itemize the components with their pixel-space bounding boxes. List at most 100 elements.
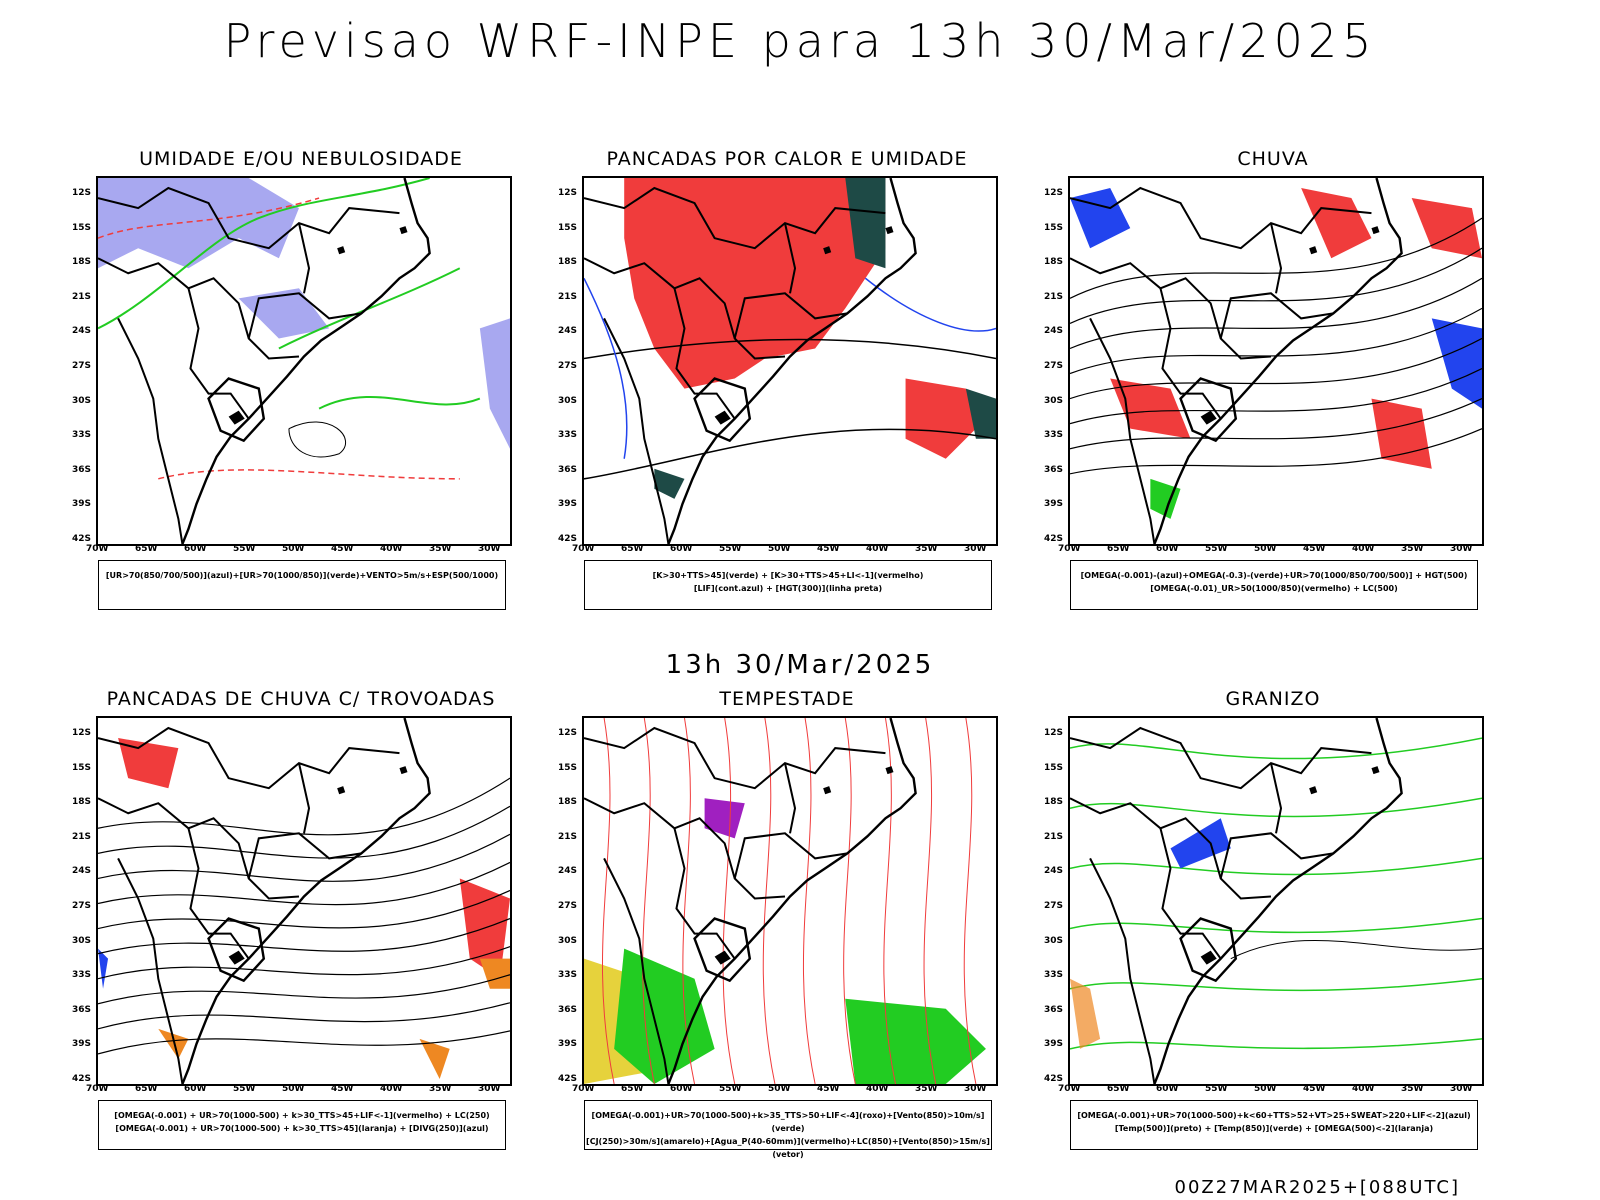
longitude-label: 45W bbox=[1303, 1084, 1326, 1094]
latitude-label: 36S bbox=[72, 1004, 92, 1015]
latitude-label: 27S bbox=[1044, 361, 1064, 371]
legend-line: [K>30+TTS>45](verde) + [K>30+TTS>45+LI<-… bbox=[652, 571, 924, 580]
latitude-label: 12S bbox=[558, 188, 578, 198]
latitude-label: 24S bbox=[558, 866, 578, 877]
longitude-label: 45W bbox=[817, 1084, 840, 1094]
latitude-label: 18S bbox=[1044, 257, 1064, 268]
longitude-label: 50W bbox=[282, 1084, 305, 1094]
latitude-label: 24S bbox=[72, 866, 92, 877]
latitude-label: 21S bbox=[1044, 291, 1064, 302]
latitude-label: 15S bbox=[72, 222, 92, 233]
legend-line: [UR>70(850/700/500)](azul)+[UR>70(1000/8… bbox=[105, 571, 499, 580]
longitude-label: 35W bbox=[1401, 544, 1424, 554]
latitude-label: 15S bbox=[1044, 762, 1064, 773]
panel-legend: [OMEGA(-0.001)+UR>70(1000-500)+k<60+TTS>… bbox=[1070, 1100, 1478, 1150]
panel-title: GRANIZO bbox=[1225, 688, 1321, 710]
latitude-label: 27S bbox=[558, 361, 578, 371]
longitude-label: 45W bbox=[1303, 544, 1326, 554]
panel-legend: [OMEGA(-0.001)+UR>70(1000-500)+k>35_TTS>… bbox=[584, 1100, 992, 1159]
map-canvas bbox=[1070, 178, 1482, 544]
latitude-label: 33S bbox=[558, 970, 578, 981]
latitude-label: 39S bbox=[1044, 499, 1064, 510]
longitude-label: 30W bbox=[1450, 1084, 1473, 1094]
latitude-label: 36S bbox=[72, 464, 92, 475]
map-frame bbox=[1068, 716, 1484, 1086]
longitude-label: 70W bbox=[572, 544, 595, 554]
map-frame bbox=[1068, 176, 1484, 546]
latitude-label: 36S bbox=[1044, 1004, 1064, 1015]
latitude-label: 24S bbox=[558, 326, 578, 337]
longitude-label: 50W bbox=[1254, 1084, 1277, 1094]
longitude-label: 70W bbox=[1058, 544, 1081, 554]
latitude-label: 33S bbox=[72, 970, 92, 981]
latitude-label: 39S bbox=[558, 499, 578, 510]
latitude-label: 39S bbox=[72, 1039, 92, 1050]
longitude-label: 70W bbox=[86, 1084, 109, 1094]
latitude-label: 18S bbox=[72, 257, 92, 268]
latitude-label: 21S bbox=[1044, 831, 1064, 842]
longitude-label: 40W bbox=[1352, 1084, 1375, 1094]
longitude-label: 70W bbox=[572, 1084, 595, 1094]
latitude-label: 33S bbox=[558, 430, 578, 441]
latitude-label: 42S bbox=[72, 534, 92, 544]
longitude-label: 55W bbox=[719, 544, 742, 554]
panel-title: UMIDADE E/OU NEBULOSIDADE bbox=[139, 148, 463, 170]
legend-line: [OMEGA(-0.001)+UR>70(1000-500)+k>35_TTS>… bbox=[591, 1111, 985, 1133]
longitude-label: 70W bbox=[1058, 1084, 1081, 1094]
longitude-label: 55W bbox=[233, 1084, 256, 1094]
latitude-label: 18S bbox=[1044, 797, 1064, 808]
run-footer: 00Z27MAR2025+[088UTC] bbox=[1174, 1177, 1460, 1198]
latitude-label: 33S bbox=[1044, 430, 1064, 441]
legend-line: [OMEGA(-0.001) + UR>70(1000-500) + k>30_… bbox=[115, 1124, 489, 1133]
latitude-label: 42S bbox=[1044, 534, 1064, 544]
panel-legend: [K>30+TTS>45](verde) + [K>30+TTS>45+LI<-… bbox=[584, 560, 992, 610]
longitude-label: 45W bbox=[817, 544, 840, 554]
panel-legend: [UR>70(850/700/500)](azul)+[UR>70(1000/8… bbox=[98, 560, 506, 610]
longitude-label: 50W bbox=[282, 544, 305, 554]
longitude-label: 35W bbox=[915, 544, 938, 554]
latitude-label: 18S bbox=[558, 257, 578, 268]
latitude-label: 21S bbox=[72, 291, 92, 302]
legend-line: [OMEGA(-0.001)-(azul)+OMEGA(-0.3)-(verde… bbox=[1080, 571, 1468, 580]
longitude-label: 60W bbox=[670, 1084, 693, 1094]
latitude-label: 30S bbox=[72, 935, 92, 946]
longitude-label: 65W bbox=[1107, 544, 1130, 554]
legend-line: [OMEGA(-0.001) + UR>70(1000-500) + k>30_… bbox=[114, 1111, 490, 1120]
longitude-label: 35W bbox=[915, 1084, 938, 1094]
longitude-label: 65W bbox=[135, 544, 158, 554]
longitude-label: 30W bbox=[964, 1084, 987, 1094]
latitude-label: 27S bbox=[72, 901, 92, 911]
longitude-label: 60W bbox=[670, 544, 693, 554]
latitude-label: 30S bbox=[1044, 935, 1064, 946]
latitude-label: 21S bbox=[558, 831, 578, 842]
map-canvas bbox=[584, 178, 996, 544]
longitude-label: 45W bbox=[331, 544, 354, 554]
longitude-label: 30W bbox=[478, 1084, 501, 1094]
main-title: Previsao WRF-INPE para 13h 30/Mar/2025 bbox=[223, 14, 1377, 68]
latitude-label: 24S bbox=[1044, 866, 1064, 877]
latitude-label: 27S bbox=[72, 361, 92, 371]
longitude-label: 30W bbox=[1450, 544, 1473, 554]
panel-legend: [OMEGA(-0.001)-(azul)+OMEGA(-0.3)-(verde… bbox=[1070, 560, 1478, 610]
panel-legend: [OMEGA(-0.001) + UR>70(1000-500) + k>30_… bbox=[98, 1100, 506, 1150]
map-frame bbox=[96, 176, 512, 546]
map-frame bbox=[582, 176, 998, 546]
map-frame bbox=[96, 716, 512, 1086]
longitude-label: 45W bbox=[331, 1084, 354, 1094]
latitude-label: 36S bbox=[1044, 464, 1064, 475]
longitude-label: 70W bbox=[86, 544, 109, 554]
longitude-label: 30W bbox=[964, 544, 987, 554]
latitude-label: 30S bbox=[558, 395, 578, 406]
longitude-label: 55W bbox=[1205, 544, 1228, 554]
latitude-label: 42S bbox=[72, 1074, 92, 1084]
map-frame bbox=[582, 716, 998, 1086]
latitude-label: 42S bbox=[558, 1074, 578, 1084]
longitude-label: 60W bbox=[1156, 544, 1179, 554]
latitude-label: 24S bbox=[72, 326, 92, 337]
panel-title: CHUVA bbox=[1237, 148, 1309, 170]
latitude-label: 39S bbox=[1044, 1039, 1064, 1050]
latitude-label: 36S bbox=[558, 464, 578, 475]
latitude-label: 12S bbox=[1044, 188, 1064, 198]
panel-title: PANCADAS POR CALOR E UMIDADE bbox=[606, 148, 968, 170]
latitude-label: 12S bbox=[1044, 728, 1064, 738]
